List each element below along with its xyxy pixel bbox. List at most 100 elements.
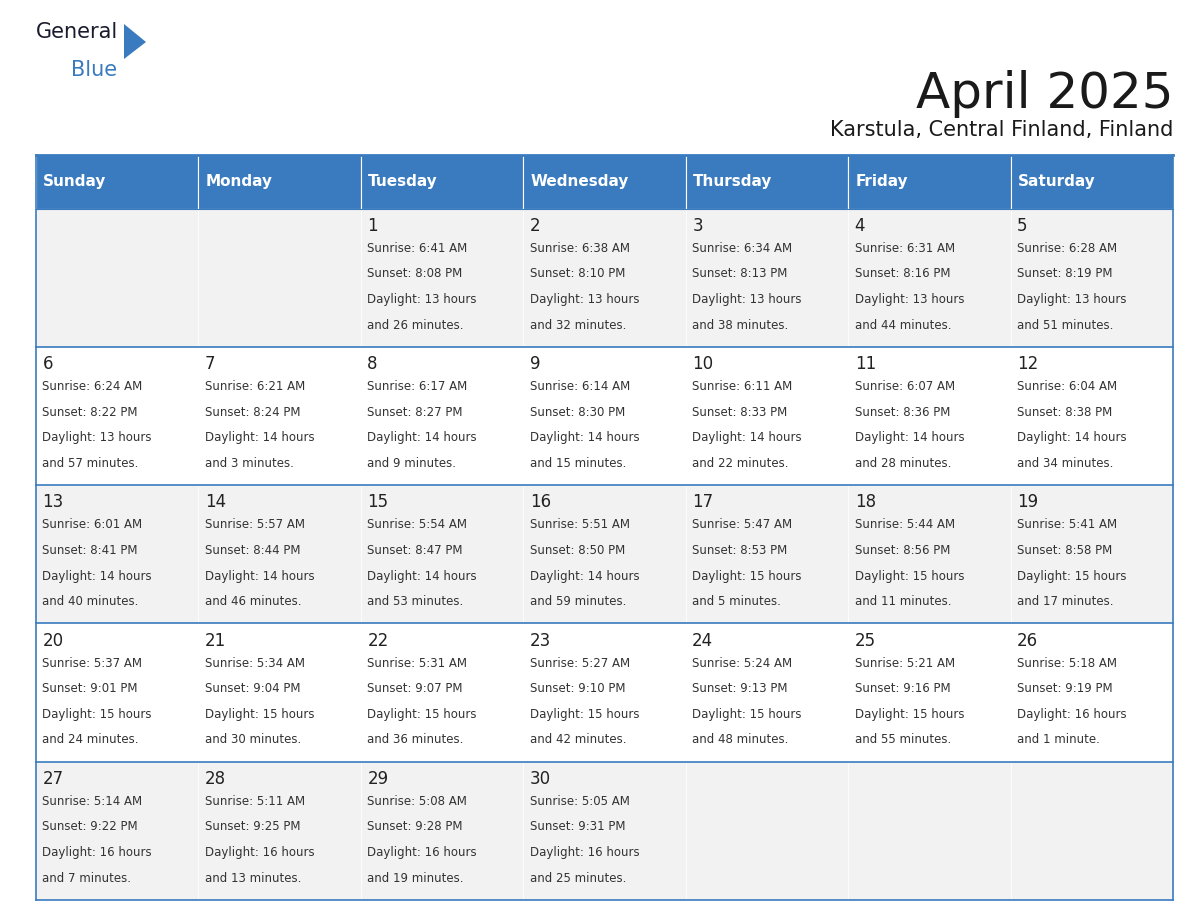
Text: Sunset: 9:28 PM: Sunset: 9:28 PM (367, 821, 463, 834)
Text: Thursday: Thursday (693, 174, 772, 189)
Text: Sunset: 8:19 PM: Sunset: 8:19 PM (1017, 267, 1113, 280)
Text: Sunset: 8:30 PM: Sunset: 8:30 PM (530, 406, 625, 419)
Text: Sunset: 8:56 PM: Sunset: 8:56 PM (854, 544, 950, 557)
Bar (1011, 347, 1173, 486)
Text: Daylight: 14 hours: Daylight: 14 hours (530, 569, 639, 583)
Text: Daylight: 14 hours: Daylight: 14 hours (43, 569, 152, 583)
Text: Daylight: 16 hours: Daylight: 16 hours (204, 846, 315, 859)
Text: Sunrise: 6:38 AM: Sunrise: 6:38 AM (530, 241, 630, 255)
Text: General: General (36, 22, 119, 42)
Text: Sunset: 8:27 PM: Sunset: 8:27 PM (367, 406, 463, 419)
Text: Sunrise: 6:17 AM: Sunrise: 6:17 AM (367, 380, 468, 393)
Text: Sunrise: 5:51 AM: Sunrise: 5:51 AM (530, 519, 630, 532)
Text: Sunset: 9:10 PM: Sunset: 9:10 PM (530, 682, 625, 695)
Text: and 13 minutes.: and 13 minutes. (204, 872, 302, 885)
Text: and 19 minutes.: and 19 minutes. (367, 872, 463, 885)
Text: Sunset: 8:44 PM: Sunset: 8:44 PM (204, 544, 301, 557)
Bar (198, 208, 361, 347)
Bar (848, 347, 1011, 486)
Bar (1011, 486, 1173, 623)
Text: Sunset: 8:22 PM: Sunset: 8:22 PM (43, 406, 138, 419)
Text: Sunrise: 6:01 AM: Sunrise: 6:01 AM (43, 519, 143, 532)
Text: Sunset: 8:10 PM: Sunset: 8:10 PM (530, 267, 625, 280)
Text: and 7 minutes.: and 7 minutes. (43, 872, 132, 885)
Text: Sunrise: 5:18 AM: Sunrise: 5:18 AM (1017, 656, 1117, 669)
Text: Daylight: 15 hours: Daylight: 15 hours (854, 569, 965, 583)
Text: 1: 1 (367, 217, 378, 235)
Text: Wednesday: Wednesday (531, 174, 628, 189)
Text: Sunrise: 5:47 AM: Sunrise: 5:47 AM (693, 519, 792, 532)
Text: 16: 16 (530, 494, 551, 511)
Polygon shape (124, 24, 146, 59)
Bar (36, 486, 198, 623)
Text: Daylight: 14 hours: Daylight: 14 hours (367, 569, 476, 583)
Text: 21: 21 (204, 632, 226, 650)
Text: 28: 28 (204, 770, 226, 788)
Text: and 38 minutes.: and 38 minutes. (693, 319, 789, 331)
Text: 7: 7 (204, 355, 215, 374)
Text: Sunrise: 5:37 AM: Sunrise: 5:37 AM (43, 656, 143, 669)
Text: 10: 10 (693, 355, 713, 374)
Text: and 34 minutes.: and 34 minutes. (1017, 457, 1113, 470)
Text: 26: 26 (1017, 632, 1038, 650)
Text: and 51 minutes.: and 51 minutes. (1017, 319, 1113, 331)
Text: and 55 minutes.: and 55 minutes. (854, 733, 950, 746)
Text: 2: 2 (530, 217, 541, 235)
Text: Friday: Friday (855, 174, 908, 189)
Text: Monday: Monday (206, 174, 273, 189)
Text: Sunrise: 5:11 AM: Sunrise: 5:11 AM (204, 795, 305, 808)
Text: 29: 29 (367, 770, 388, 788)
Text: Sunrise: 5:08 AM: Sunrise: 5:08 AM (367, 795, 467, 808)
Bar (36, 623, 198, 762)
Text: Daylight: 13 hours: Daylight: 13 hours (530, 293, 639, 306)
Bar (198, 762, 361, 900)
Bar (685, 155, 848, 208)
Bar (198, 623, 361, 762)
Text: 20: 20 (43, 632, 64, 650)
Text: Daylight: 16 hours: Daylight: 16 hours (1017, 708, 1126, 721)
Text: and 40 minutes.: and 40 minutes. (43, 595, 139, 608)
Text: Sunset: 8:38 PM: Sunset: 8:38 PM (1017, 406, 1112, 419)
Text: Daylight: 15 hours: Daylight: 15 hours (854, 708, 965, 721)
Bar (361, 347, 523, 486)
Text: and 3 minutes.: and 3 minutes. (204, 457, 293, 470)
Text: 19: 19 (1017, 494, 1038, 511)
Text: Sunrise: 5:54 AM: Sunrise: 5:54 AM (367, 519, 467, 532)
Text: 12: 12 (1017, 355, 1038, 374)
Text: Sunset: 9:04 PM: Sunset: 9:04 PM (204, 682, 301, 695)
Text: Sunset: 9:31 PM: Sunset: 9:31 PM (530, 821, 625, 834)
Text: Sunrise: 5:14 AM: Sunrise: 5:14 AM (43, 795, 143, 808)
Text: Sunset: 9:19 PM: Sunset: 9:19 PM (1017, 682, 1113, 695)
Text: and 36 minutes.: and 36 minutes. (367, 733, 463, 746)
Text: and 53 minutes.: and 53 minutes. (367, 595, 463, 608)
Text: Daylight: 15 hours: Daylight: 15 hours (43, 708, 152, 721)
Text: Sunset: 8:41 PM: Sunset: 8:41 PM (43, 544, 138, 557)
Bar (198, 347, 361, 486)
Text: April 2025: April 2025 (916, 70, 1173, 118)
Text: Sunrise: 6:11 AM: Sunrise: 6:11 AM (693, 380, 792, 393)
Text: Sunrise: 5:57 AM: Sunrise: 5:57 AM (204, 519, 305, 532)
Text: Sunset: 8:24 PM: Sunset: 8:24 PM (204, 406, 301, 419)
Text: and 22 minutes.: and 22 minutes. (693, 457, 789, 470)
Text: Sunset: 8:53 PM: Sunset: 8:53 PM (693, 544, 788, 557)
Bar (361, 155, 523, 208)
Text: and 44 minutes.: and 44 minutes. (854, 319, 952, 331)
Text: Daylight: 13 hours: Daylight: 13 hours (1017, 293, 1126, 306)
Text: Daylight: 13 hours: Daylight: 13 hours (693, 293, 802, 306)
Bar (685, 623, 848, 762)
Bar (848, 486, 1011, 623)
Bar (198, 155, 361, 208)
Text: and 11 minutes.: and 11 minutes. (854, 595, 952, 608)
Text: Sunset: 8:13 PM: Sunset: 8:13 PM (693, 267, 788, 280)
Bar (523, 623, 685, 762)
Text: Sunrise: 6:24 AM: Sunrise: 6:24 AM (43, 380, 143, 393)
Text: Daylight: 14 hours: Daylight: 14 hours (854, 431, 965, 444)
Text: Sunrise: 6:31 AM: Sunrise: 6:31 AM (854, 241, 955, 255)
Bar (1011, 623, 1173, 762)
Text: 27: 27 (43, 770, 64, 788)
Bar (36, 762, 198, 900)
Bar (848, 155, 1011, 208)
Text: Sunset: 9:07 PM: Sunset: 9:07 PM (367, 682, 463, 695)
Text: Daylight: 13 hours: Daylight: 13 hours (854, 293, 965, 306)
Text: Sunset: 8:36 PM: Sunset: 8:36 PM (854, 406, 950, 419)
